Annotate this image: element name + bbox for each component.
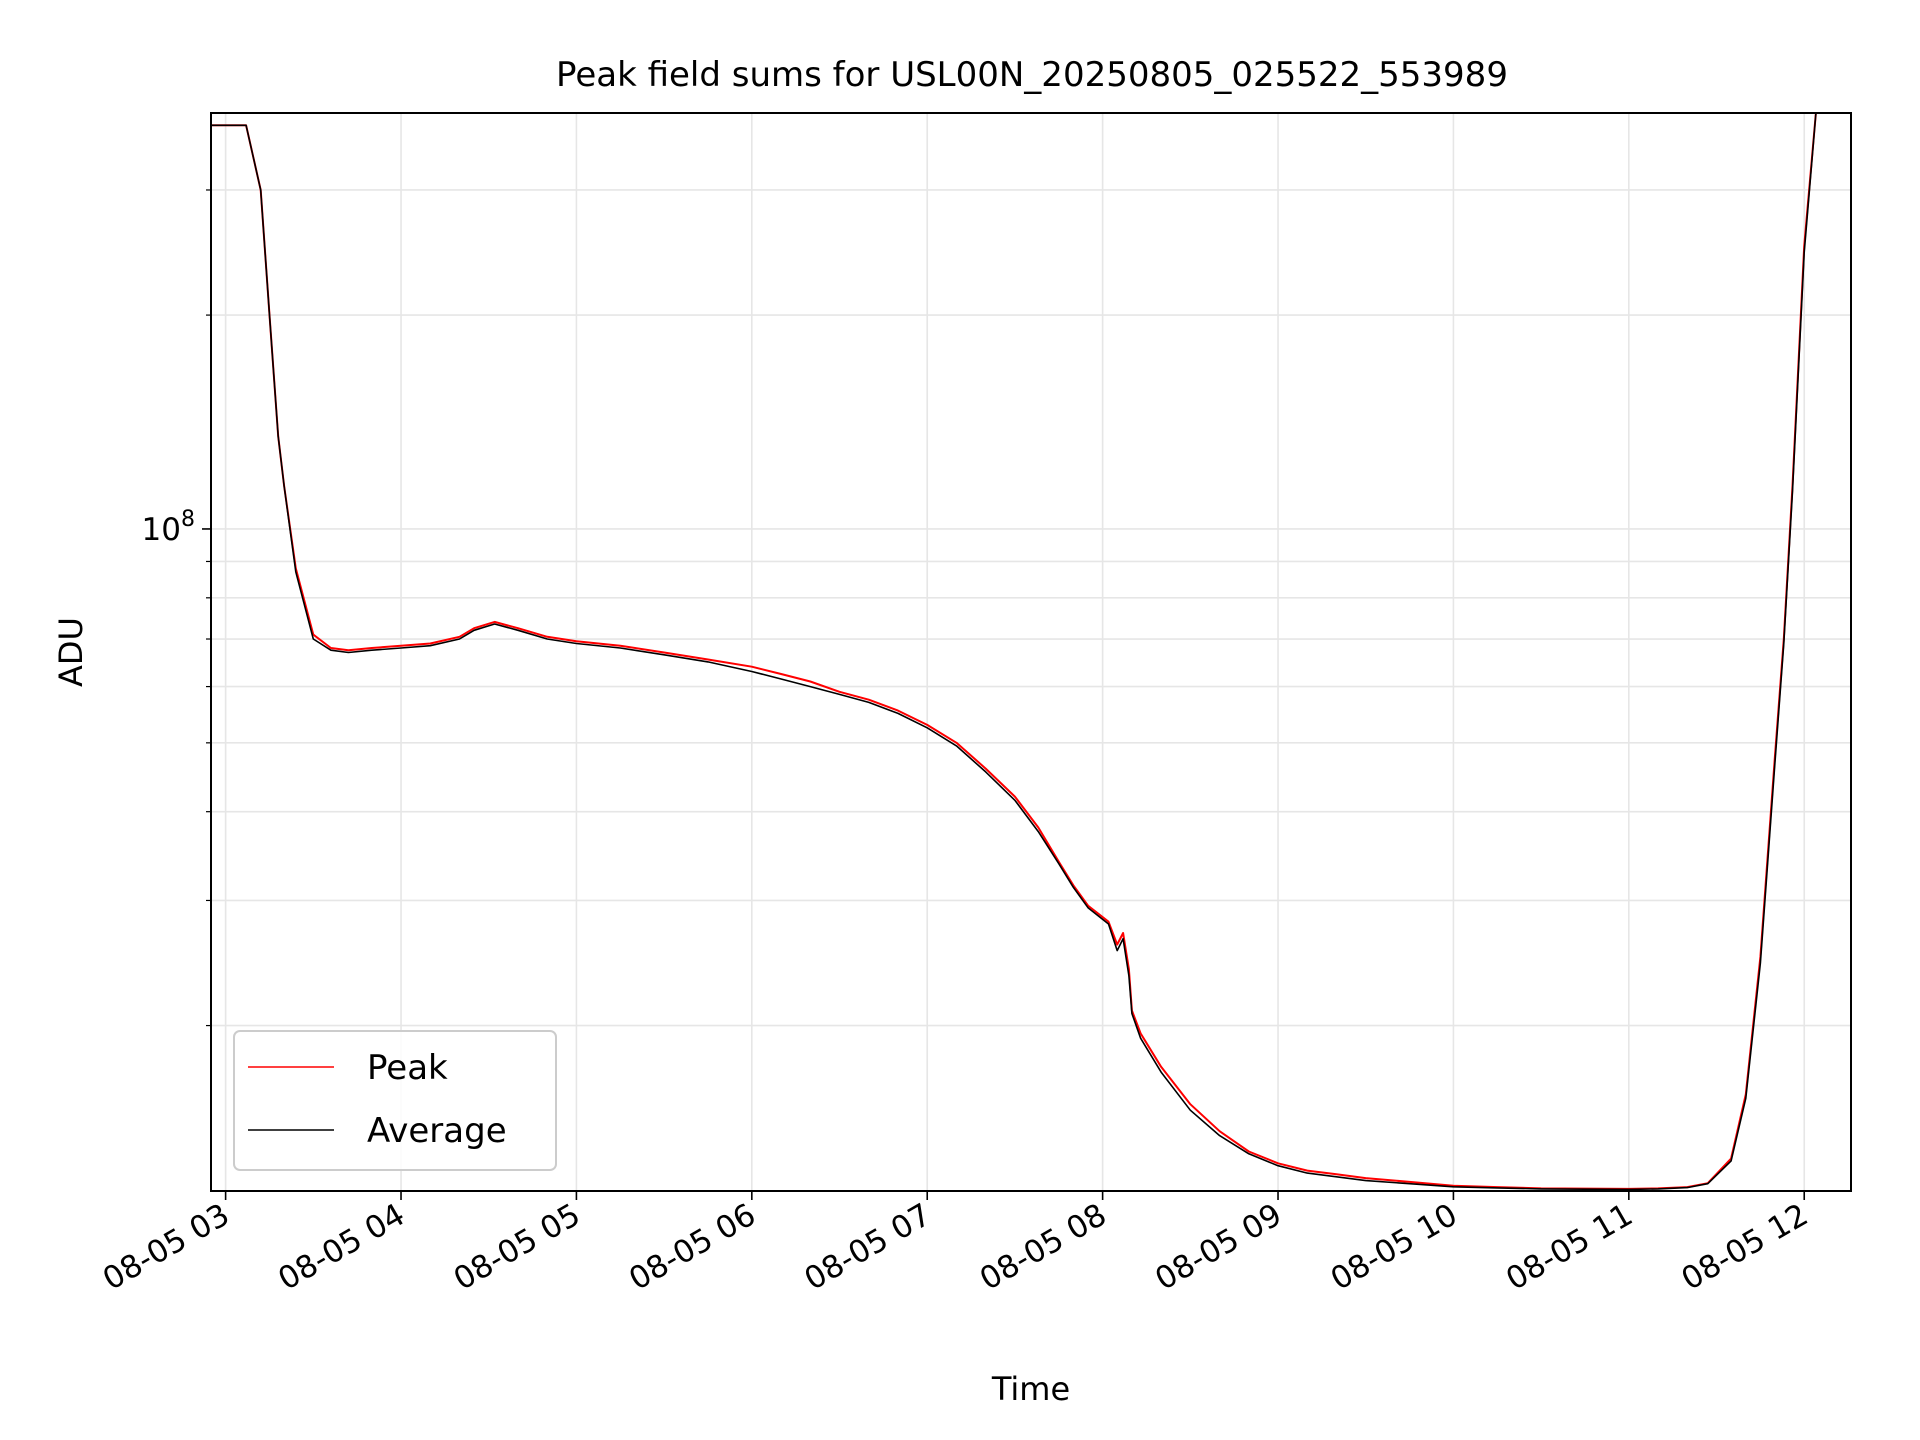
series-layer <box>211 113 1851 1191</box>
grid-lines <box>211 113 1851 1191</box>
legend-peak-label: Peak <box>367 1048 448 1088</box>
x-axis-label: Time <box>991 1370 1070 1408</box>
legend-box <box>233 1030 557 1171</box>
plot-frame <box>210 112 1852 1192</box>
legend-average-label: Average <box>367 1111 507 1151</box>
y-axis-ticks: 108 <box>142 189 211 1027</box>
y-axis-label: ADU <box>52 617 90 687</box>
series-line-average <box>211 113 1851 1191</box>
chart-title: Peak field sums for USL00N_20250805_0255… <box>556 55 1508 95</box>
legend: Peak Average <box>233 1030 557 1171</box>
y-tick-label: 108 <box>142 507 195 548</box>
